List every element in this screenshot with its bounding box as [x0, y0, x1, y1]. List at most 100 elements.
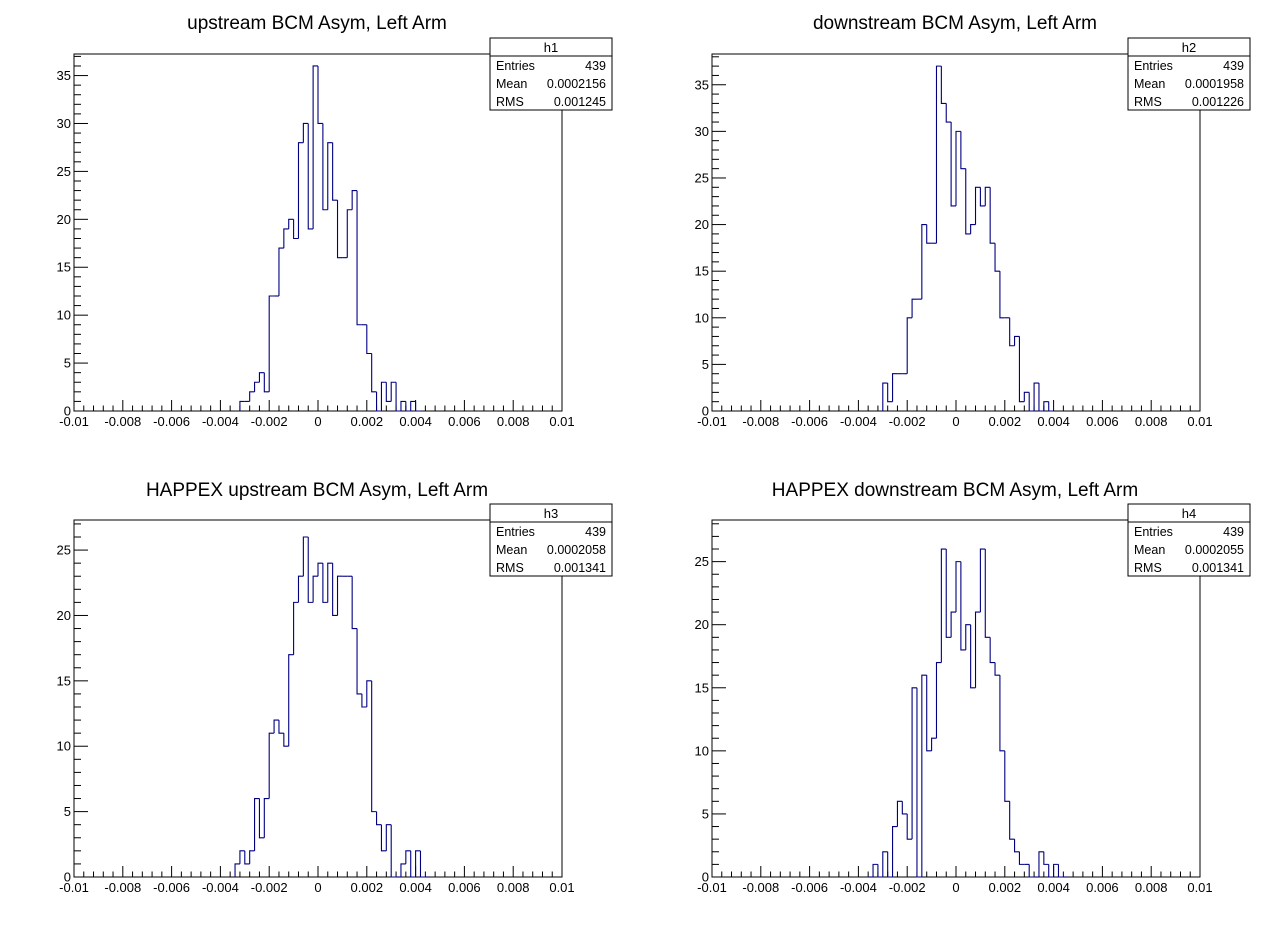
stats-value: 0.0002055 — [1185, 543, 1244, 557]
stats-label: Entries — [496, 525, 535, 539]
histogram-bin — [366, 680, 372, 707]
stats-box-frame — [489, 37, 613, 111]
histogram-bin — [1004, 750, 1010, 802]
histogram-bin — [882, 851, 888, 877]
x-tick-label: -0.008 — [742, 414, 779, 429]
histogram-bin — [892, 825, 898, 877]
histogram-bin — [877, 864, 883, 878]
histogram-bin — [302, 122, 309, 143]
stats-value: 0.0002058 — [547, 543, 606, 557]
histogram-bin — [1038, 383, 1044, 412]
stats-value: 0.0001958 — [1185, 77, 1244, 91]
x-tick-label: 0.004 — [1037, 880, 1070, 895]
y-axis: 0 5 10 15 20 25 — [57, 523, 88, 885]
histogram-bin — [965, 624, 971, 650]
x-tick-label: -0.01 — [59, 880, 89, 895]
histogram-bin — [950, 122, 956, 207]
y-tick-label: 5 — [702, 357, 709, 372]
histogram-bin — [376, 391, 382, 412]
x-tick-label: -0.002 — [251, 414, 288, 429]
histogram-bin — [906, 317, 913, 374]
y-tick-label: 35 — [57, 68, 71, 83]
histogram-bin — [307, 537, 314, 603]
histogram-bins — [239, 65, 421, 412]
x-tick-label: 0 — [952, 414, 959, 429]
histogram-bin — [1048, 864, 1054, 878]
stats-box-frame — [1127, 37, 1251, 111]
histogram-bin — [989, 637, 996, 664]
histogram-bin — [278, 720, 284, 734]
y-tick-label: 25 — [57, 164, 71, 179]
chart-title: HAPPEX downstream BCM Asym, Left Arm — [772, 480, 1138, 501]
stats-label: Entries — [1134, 525, 1173, 539]
histogram-bin — [1014, 839, 1020, 853]
y-axis: 0 5 10 15 20 25 30 35 — [695, 56, 726, 419]
y-tick-label: 5 — [64, 356, 71, 371]
stats-box-name: h4 — [1182, 506, 1196, 521]
histogram-bin — [994, 243, 1000, 272]
histogram-bin — [1043, 401, 1049, 411]
histogram-bin — [390, 381, 397, 402]
histogram-bin — [268, 295, 275, 392]
histogram-bin — [906, 813, 913, 840]
histogram-bin — [380, 381, 387, 411]
y-tick-label: 25 — [695, 554, 709, 569]
y-tick-label: 25 — [695, 170, 709, 185]
histogram-bin — [974, 186, 981, 225]
stats-label: RMS — [496, 561, 524, 575]
histogram-bin — [263, 797, 270, 838]
x-tick-label: -0.006 — [791, 414, 828, 429]
histogram-bin — [940, 548, 947, 663]
chart-title: upstream BCM Asym, Left Arm — [187, 13, 447, 34]
histogram-bin — [1018, 336, 1025, 403]
stats-box: h3 Entries 439 Mean 0.0002058 RMS 0.001341 — [489, 503, 613, 577]
histogram-bin — [916, 687, 922, 878]
x-tick-label: 0.002 — [989, 880, 1022, 895]
histogram-bin — [351, 576, 358, 630]
histogram-bin — [945, 549, 952, 638]
histogram-bin — [244, 850, 250, 865]
stats-label: Entries — [1134, 59, 1173, 73]
stats-label: Mean — [496, 77, 527, 91]
x-tick-label: 0.008 — [1135, 414, 1168, 429]
histogram-bin — [1048, 401, 1054, 412]
histogram-bin — [940, 66, 947, 104]
histogram-bin — [970, 224, 976, 234]
histogram-bin — [317, 65, 323, 125]
histogram-bin — [921, 674, 927, 877]
histogram-bin — [896, 800, 903, 827]
y-tick-label: 0 — [64, 870, 71, 885]
stats-box-name: h2 — [1182, 40, 1196, 55]
y-tick-label: 25 — [57, 543, 71, 558]
y-tick-label: 10 — [695, 310, 709, 325]
x-tick-label: -0.01 — [697, 880, 727, 895]
histogram-bin — [955, 561, 961, 613]
histogram-bin — [400, 400, 406, 411]
y-tick-label: 30 — [695, 124, 709, 139]
histogram-bin — [931, 737, 937, 751]
histogram-bin — [1057, 864, 1064, 878]
histogram-bin — [882, 382, 888, 411]
stats-box: h2 Entries 439 Mean 0.0001958 RMS 0.001226 — [1127, 37, 1251, 111]
histogram-bin — [926, 675, 932, 752]
histogram-bin — [1033, 382, 1039, 411]
histogram-bin — [395, 382, 401, 412]
histogram-bin — [410, 400, 416, 411]
plot-frame — [711, 53, 1201, 412]
histogram-bin — [351, 190, 358, 210]
x-tick-label: 0 — [952, 880, 959, 895]
stats-label: Mean — [1134, 77, 1165, 91]
histogram-bin — [258, 372, 265, 383]
histogram-bin — [415, 401, 421, 412]
histogram-bin — [911, 298, 917, 318]
stats-box-name: h1 — [544, 40, 558, 55]
histogram-bin — [385, 382, 392, 402]
x-tick-label: 0.01 — [1187, 414, 1212, 429]
histogram-bin — [419, 850, 426, 878]
y-tick-label: 30 — [57, 116, 71, 131]
stats-label: Entries — [496, 59, 535, 73]
histogram-bin — [249, 391, 255, 402]
x-tick-label: -0.004 — [202, 414, 239, 429]
histogram-bin — [989, 187, 996, 244]
